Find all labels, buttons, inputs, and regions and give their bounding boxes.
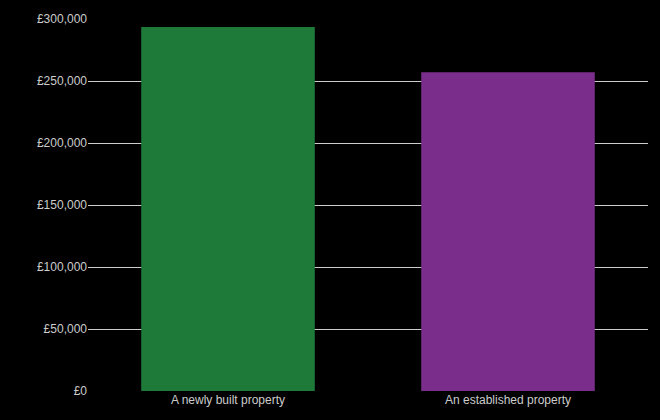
svg-text:£150,000: £150,000	[37, 198, 87, 212]
svg-text:£50,000: £50,000	[44, 322, 88, 336]
svg-text:£200,000: £200,000	[37, 136, 87, 150]
svg-text:£100,000: £100,000	[37, 260, 87, 274]
svg-text:£250,000: £250,000	[37, 74, 87, 88]
svg-text:An established property: An established property	[445, 393, 571, 407]
svg-text:£0: £0	[74, 384, 88, 398]
svg-text:£300,000: £300,000	[37, 12, 87, 26]
svg-text:A newly built property: A newly built property	[171, 393, 285, 407]
